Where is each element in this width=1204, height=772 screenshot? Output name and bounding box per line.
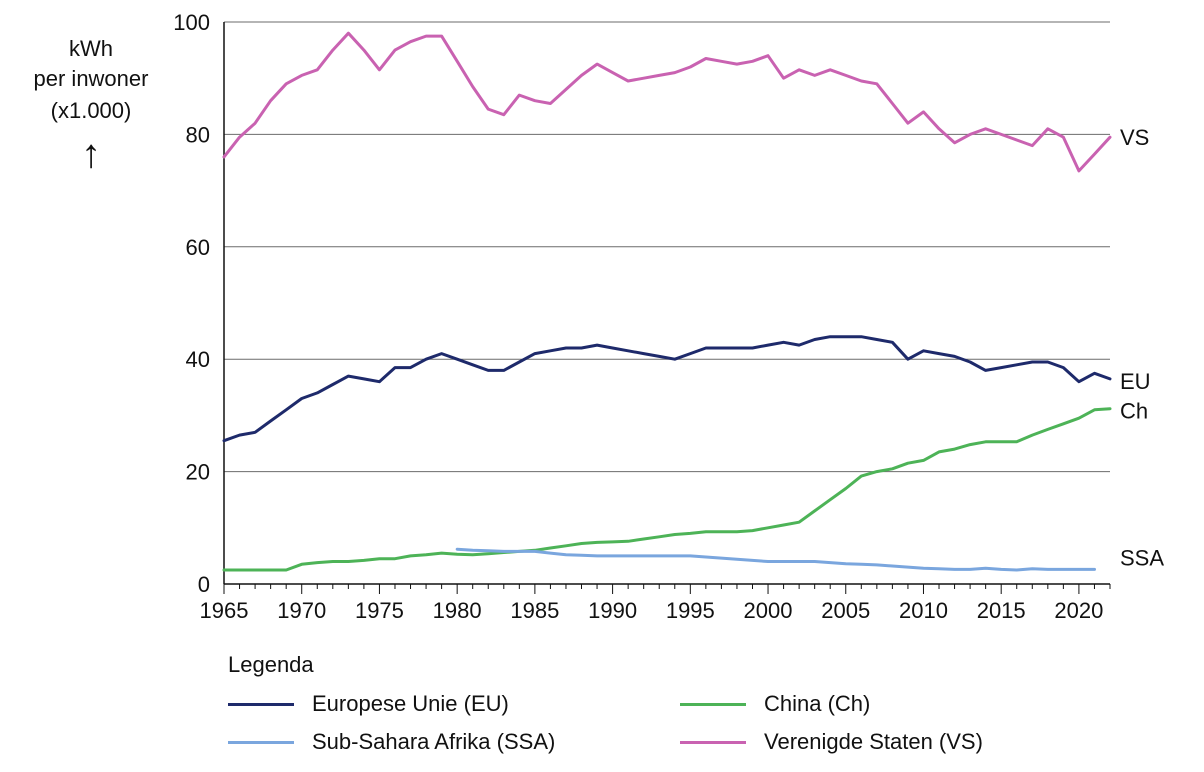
line-chart: 0 20 40 60 80 100 1965 1970 1975 1980 1985 1990 199… bbox=[173, 10, 1164, 623]
y-axis-ticks: 0 20 40 60 80 100 bbox=[173, 10, 210, 597]
x-tick-label-1980: 1980 bbox=[433, 598, 482, 623]
y-axis-label-line-2: per inwoner bbox=[33, 66, 149, 91]
up-arrow-icon: ↑ bbox=[81, 132, 101, 176]
legend-swatch-china bbox=[680, 702, 746, 706]
series-end-label-vs: VS bbox=[1120, 125, 1149, 150]
x-tick-label-1985: 1985 bbox=[510, 598, 559, 623]
series-line-vs bbox=[222, 31, 1112, 173]
legend-item-eu: Europese Unie (EU) bbox=[228, 690, 509, 718]
legend-item-china: China (Ch) bbox=[680, 690, 870, 718]
legend-label-eu: Europese Unie (EU) bbox=[312, 691, 509, 716]
series-line-ch bbox=[222, 407, 1112, 572]
legend-swatch-eu bbox=[228, 702, 294, 706]
legend-title: Legenda bbox=[228, 652, 314, 677]
x-tick-label-2015: 2015 bbox=[977, 598, 1026, 623]
y-axis-label-line-1: kWh bbox=[69, 36, 113, 61]
x-tick-label-1995: 1995 bbox=[666, 598, 715, 623]
y-tick-label-100: 100 bbox=[173, 10, 210, 35]
series-end-labels: VS EU Ch SSA bbox=[1120, 125, 1164, 570]
y-tick-label-40: 40 bbox=[186, 347, 210, 372]
legend-swatch-vs bbox=[680, 740, 746, 744]
y-tick-label-20: 20 bbox=[186, 460, 210, 485]
series-line-ssa bbox=[455, 547, 1096, 572]
x-tick-label-1990: 1990 bbox=[588, 598, 637, 623]
x-tick-label-2005: 2005 bbox=[821, 598, 870, 623]
legend-label-china: China (Ch) bbox=[764, 691, 871, 716]
gridlines bbox=[224, 21, 1110, 473]
legend-item-ssa: Sub-Sahara Afrika (SSA) bbox=[228, 728, 555, 756]
legend-label-ssa: Sub-Sahara Afrika (SSA) bbox=[312, 729, 556, 754]
series-end-label-ssa: SSA bbox=[1120, 545, 1164, 570]
axes bbox=[223, 22, 1110, 585]
y-tick-label-0: 0 bbox=[198, 572, 210, 597]
y-tick-label-80: 80 bbox=[186, 122, 210, 147]
x-axis-ticks: 1965 1970 1975 1980 1985 1990 1995 2000 2005 2010… bbox=[200, 584, 1111, 623]
series-end-label-eu: EU bbox=[1120, 369, 1151, 394]
series-end-label-ch: Ch bbox=[1120, 399, 1148, 424]
x-tick-label-2020: 2020 bbox=[1054, 598, 1103, 623]
x-tick-label-1965: 1965 bbox=[200, 598, 249, 623]
y-axis-label-line-3: (x1.000) bbox=[50, 98, 132, 123]
x-tick-label-1975: 1975 bbox=[355, 598, 404, 623]
y-tick-label-60: 60 bbox=[186, 235, 210, 260]
x-tick-label-2000: 2000 bbox=[744, 598, 793, 623]
legend-item-vs: Verenigde Staten (VS) bbox=[680, 728, 983, 756]
legend-swatch-ssa bbox=[228, 740, 294, 744]
x-tick-label-1970: 1970 bbox=[277, 598, 326, 623]
data-series bbox=[222, 31, 1112, 572]
x-tick-label-2010: 2010 bbox=[899, 598, 948, 623]
legend-label-vs: Verenigde Staten (VS) bbox=[764, 729, 983, 754]
series-line-eu bbox=[222, 335, 1112, 443]
